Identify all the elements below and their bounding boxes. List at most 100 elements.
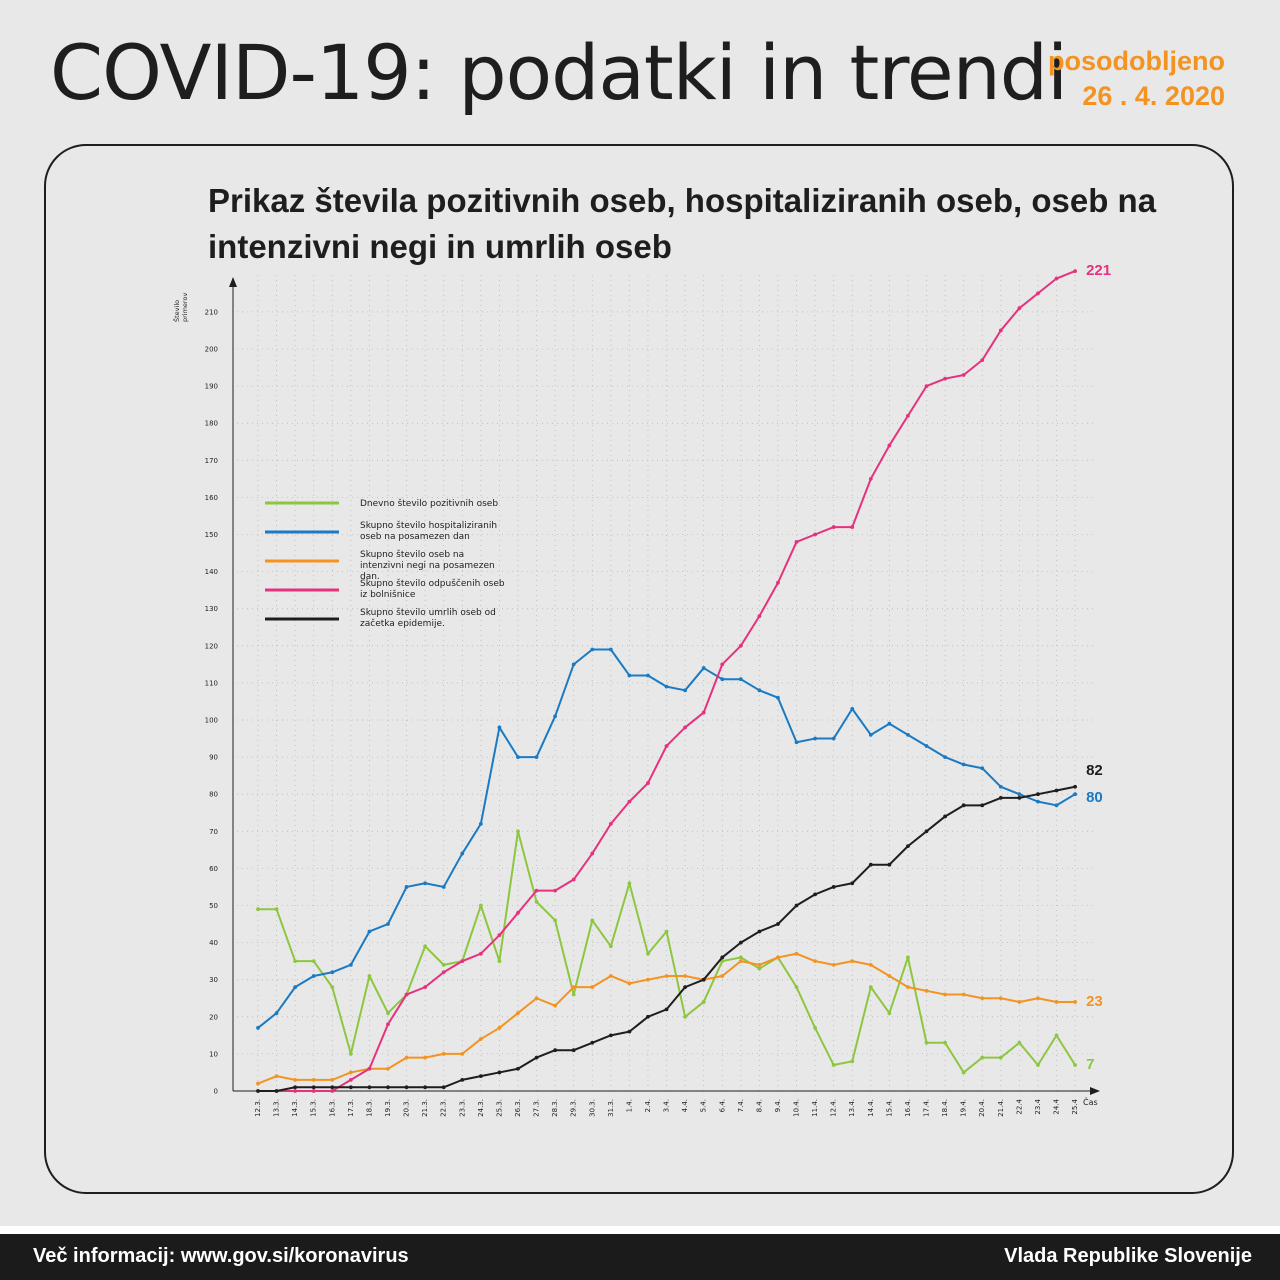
data-point — [348, 1085, 353, 1090]
data-point — [906, 413, 910, 418]
data-point — [571, 877, 576, 882]
data-point — [980, 996, 985, 1001]
data-point — [367, 1066, 372, 1071]
x-tick-label: 10.4. — [793, 1099, 801, 1117]
x-tick-label: 21.4. — [997, 1099, 1005, 1117]
data-point — [738, 940, 743, 945]
grid — [237, 275, 1095, 1091]
data-point — [1054, 276, 1059, 281]
data-point — [961, 803, 966, 808]
data-point — [794, 540, 799, 544]
y-tick-label: 170 — [205, 457, 218, 465]
data-point — [943, 992, 947, 997]
x-tick-label: 15.4. — [885, 1099, 893, 1117]
data-point — [1054, 803, 1059, 808]
x-tick-label: 26.3. — [514, 1099, 522, 1117]
series-5: 82 — [256, 762, 1103, 1093]
data-point — [868, 962, 873, 967]
data-point — [924, 988, 929, 993]
y-tick-label: 10 — [209, 1050, 218, 1058]
y-tick-label: 190 — [205, 383, 218, 391]
data-point — [961, 762, 966, 767]
data-point — [757, 688, 762, 693]
data-point — [386, 922, 390, 926]
x-tick-label: 4.4. — [681, 1099, 689, 1112]
data-point — [720, 959, 725, 964]
data-point — [608, 974, 613, 978]
x-tick-label: 31.3. — [607, 1099, 615, 1117]
y-tick-label: 40 — [209, 939, 218, 947]
data-point — [423, 1085, 428, 1090]
data-point — [906, 732, 910, 737]
data-point — [906, 955, 910, 960]
data-point — [813, 892, 817, 897]
data-point — [813, 736, 817, 741]
data-point — [311, 1085, 316, 1090]
data-point — [311, 1077, 316, 1082]
data-point — [924, 1040, 929, 1045]
data-point — [608, 821, 613, 826]
data-point — [831, 885, 836, 889]
x-tick-label: 23.4 — [1034, 1098, 1042, 1114]
data-point — [571, 1048, 576, 1053]
x-tick-label: 14.4. — [867, 1099, 875, 1117]
series-end-label: 221 — [1086, 262, 1111, 279]
data-point — [683, 985, 688, 990]
data-point — [887, 974, 892, 978]
x-tick-label: 12.4. — [830, 1099, 838, 1117]
data-point — [590, 851, 595, 856]
chart-card — [44, 144, 1234, 1194]
data-point — [1017, 1040, 1022, 1045]
y-tick-label: 200 — [205, 346, 218, 354]
page-title: COVID-19: podatki in trendi — [50, 28, 1068, 117]
legend-label: oseb na posamezen dan — [360, 532, 470, 542]
y-tick-label: 140 — [205, 568, 218, 576]
data-point — [330, 985, 335, 990]
x-tick-label: 2.4. — [644, 1099, 652, 1112]
data-point — [423, 1055, 428, 1060]
data-point — [367, 929, 372, 934]
series-4: 221 — [256, 262, 1111, 1093]
data-point — [293, 1077, 298, 1082]
footer-separator — [0, 1226, 1280, 1234]
y-tick-label: 30 — [209, 976, 218, 984]
data-point — [311, 959, 316, 964]
x-axis-label: Čas — [1083, 1096, 1098, 1107]
data-point — [961, 373, 966, 377]
data-point — [423, 944, 428, 949]
data-point — [478, 821, 483, 826]
data-point — [850, 525, 855, 529]
data-point — [608, 1033, 613, 1038]
data-point — [627, 881, 632, 886]
x-tick-label: 20.4. — [978, 1099, 986, 1117]
series-3: 23 — [256, 951, 1103, 1086]
y-tick-label: 90 — [209, 754, 218, 762]
data-point — [460, 1077, 465, 1082]
data-point — [831, 962, 836, 967]
x-tick-label: 15.3. — [310, 1099, 318, 1117]
data-point — [683, 725, 688, 730]
data-point — [423, 985, 428, 990]
data-point — [776, 922, 780, 926]
data-point — [887, 862, 892, 867]
data-point — [516, 829, 520, 834]
x-tick-label: 22.4 — [1015, 1098, 1023, 1114]
data-point — [738, 643, 743, 648]
series-line — [258, 830, 1076, 1074]
data-point — [1017, 306, 1022, 311]
y-tick-label: 50 — [209, 902, 218, 910]
data-point — [293, 959, 298, 964]
footer-more-info: Več informacij: www.gov.si/koronavirus — [33, 1245, 409, 1267]
x-tick-label: 3.4. — [663, 1099, 671, 1112]
data-point — [441, 962, 446, 967]
data-point — [311, 1089, 316, 1093]
data-point — [590, 918, 595, 923]
data-point — [478, 951, 483, 956]
y-tick-label: 60 — [209, 865, 218, 873]
x-tick-label: 17.4. — [923, 1099, 931, 1117]
data-point — [664, 974, 669, 978]
data-point — [794, 740, 799, 745]
data-point — [571, 662, 576, 667]
